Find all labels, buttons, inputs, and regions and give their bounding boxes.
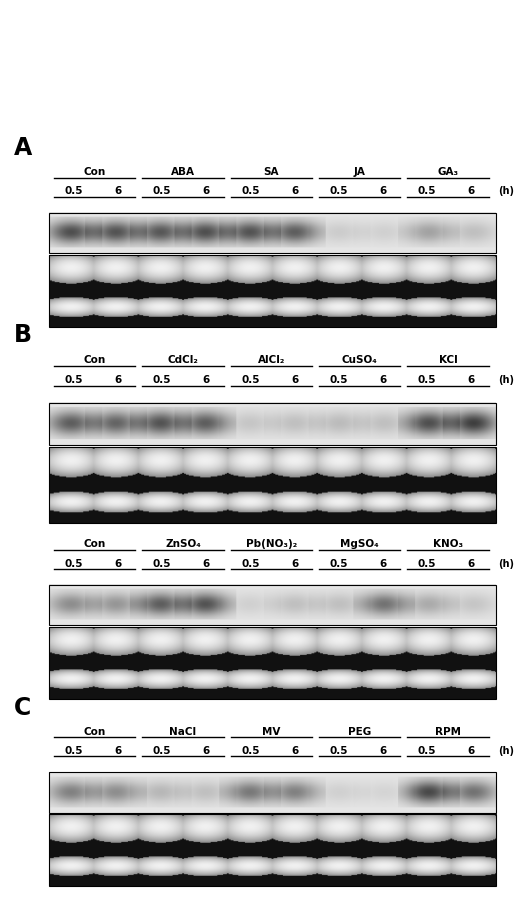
Text: ABA: ABA [171,167,195,177]
Text: 6: 6 [291,745,298,755]
Text: AlCl₂: AlCl₂ [258,355,285,365]
Text: 6: 6 [203,745,210,755]
Text: 6: 6 [291,558,298,568]
Text: 6: 6 [114,745,121,755]
Text: 6: 6 [114,558,121,568]
Text: 6: 6 [379,745,386,755]
Text: 0.5: 0.5 [64,745,83,755]
Text: RPM: RPM [435,726,461,736]
Text: 0.5: 0.5 [64,375,83,385]
Text: 6: 6 [468,558,475,568]
Text: KCl: KCl [439,355,457,365]
Text: 0.5: 0.5 [241,186,260,196]
Text: (h): (h) [498,558,514,568]
Text: 0.5: 0.5 [418,558,436,568]
Text: 0.5: 0.5 [64,186,83,196]
Text: 0.5: 0.5 [64,558,83,568]
Text: (h): (h) [498,375,514,385]
Text: Con: Con [83,539,106,549]
Text: KNO₃: KNO₃ [433,539,463,549]
Text: (h): (h) [498,745,514,755]
Text: 6: 6 [379,558,386,568]
Bar [49,403,496,445]
Text: 6: 6 [468,186,475,196]
Text: 0.5: 0.5 [241,745,260,755]
Text: 6: 6 [203,558,210,568]
Text: NaCl: NaCl [169,726,196,736]
Text: Con: Con [83,355,106,365]
Text: 0.5: 0.5 [329,745,348,755]
Text: Con: Con [83,726,106,736]
Text: 6: 6 [203,186,210,196]
Bar [49,815,496,886]
Bar [49,585,496,626]
Text: 0.5: 0.5 [418,745,436,755]
Text: Pb(NO₃)₂: Pb(NO₃)₂ [246,539,297,549]
Text: 6: 6 [291,375,298,385]
Text: 6: 6 [379,375,386,385]
Text: 0.5: 0.5 [329,558,348,568]
Bar [49,628,496,699]
Text: 0.5: 0.5 [153,375,171,385]
Text: 0.5: 0.5 [418,375,436,385]
Text: 6: 6 [203,375,210,385]
Bar [49,213,496,254]
Text: 6: 6 [114,186,121,196]
Text: PEG: PEG [348,726,371,736]
Text: 0.5: 0.5 [241,558,260,568]
Text: 0.5: 0.5 [329,375,348,385]
Text: 6: 6 [379,186,386,196]
Text: ZnSO₄: ZnSO₄ [165,539,201,549]
Text: 6: 6 [468,375,475,385]
Text: 0.5: 0.5 [329,186,348,196]
Text: 0.5: 0.5 [418,186,436,196]
Bar [49,256,496,327]
Text: CuSO₄: CuSO₄ [342,355,378,365]
Text: C: C [14,695,31,719]
Text: 0.5: 0.5 [241,375,260,385]
Bar [49,772,496,813]
Text: 0.5: 0.5 [153,745,171,755]
Text: CdCl₂: CdCl₂ [167,355,199,365]
Text: B: B [14,323,32,347]
Text: (h): (h) [498,186,514,196]
Text: MV: MV [262,726,280,736]
Bar [49,447,496,523]
Text: JA: JA [354,167,365,177]
Text: 6: 6 [114,375,121,385]
Text: SA: SA [263,167,279,177]
Text: GA₃: GA₃ [438,167,459,177]
Text: 0.5: 0.5 [153,558,171,568]
Text: MgSO₄: MgSO₄ [341,539,379,549]
Text: A: A [14,136,32,160]
Text: 0.5: 0.5 [153,186,171,196]
Text: 6: 6 [291,186,298,196]
Text: Con: Con [83,167,106,177]
Text: 6: 6 [468,745,475,755]
